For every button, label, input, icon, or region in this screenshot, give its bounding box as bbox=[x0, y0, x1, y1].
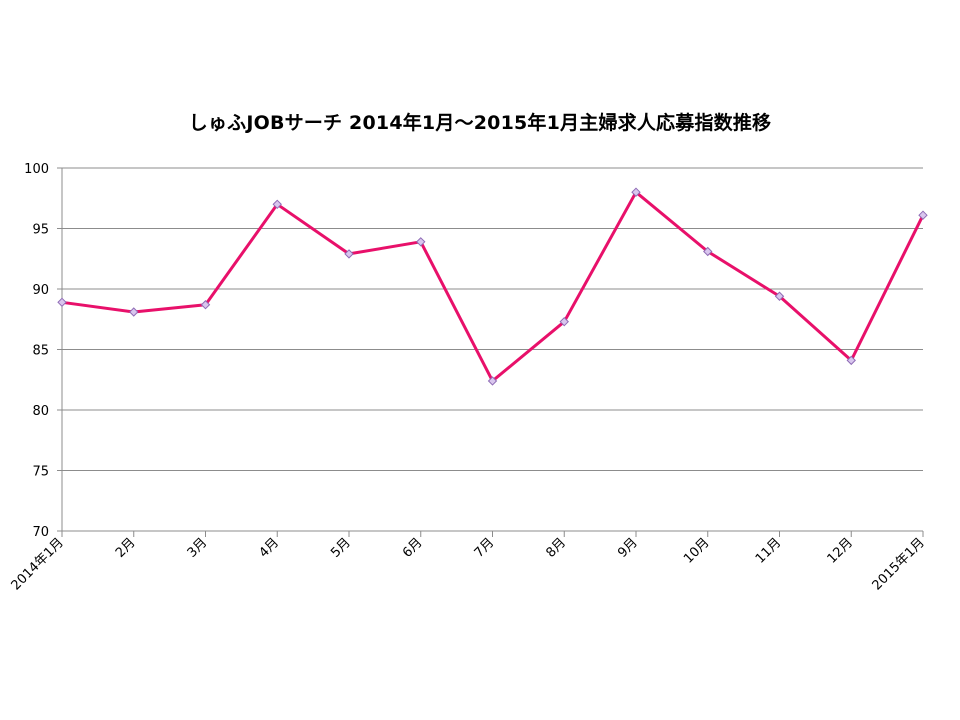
x-tick-label: 2014年1月 bbox=[9, 535, 67, 593]
x-tick-label: 5月 bbox=[328, 535, 354, 561]
y-tick-label: 70 bbox=[32, 525, 49, 540]
series-line bbox=[60, 190, 925, 383]
data-point bbox=[846, 355, 856, 366]
x-tick-label: 7月 bbox=[472, 535, 498, 561]
markers bbox=[57, 187, 928, 386]
data-point bbox=[918, 210, 928, 220]
x-tick-label: 4月 bbox=[256, 535, 282, 561]
y-tick-label: 75 bbox=[32, 465, 49, 480]
series bbox=[60, 190, 925, 383]
data-point bbox=[703, 246, 713, 257]
data-point bbox=[272, 199, 282, 210]
data-point bbox=[129, 307, 139, 317]
data-point bbox=[487, 376, 498, 386]
y-tick-label: 80 bbox=[32, 404, 49, 419]
y-tick-label: 95 bbox=[32, 223, 49, 238]
data-point bbox=[631, 187, 641, 197]
data-point bbox=[774, 291, 785, 301]
chart-title: しゅふJOBサーチ 2014年1月～2015年1月主婦求人応募指数推移 bbox=[188, 112, 772, 134]
y-tick-label: 100 bbox=[24, 162, 49, 177]
x-tick-label: 10月 bbox=[681, 535, 712, 566]
data-point bbox=[344, 249, 354, 259]
x-tick-label: 9月 bbox=[615, 535, 641, 561]
data-point bbox=[200, 300, 211, 310]
x-tick-labels: 2014年1月 2月 3月 4月 5月 6月 7月 8月 9月 10月 11月 12月 2015年1月 bbox=[9, 535, 928, 593]
x-tick-label: 6月 bbox=[400, 535, 426, 561]
x-tick-label: 2月 bbox=[113, 535, 139, 561]
data-point bbox=[416, 237, 426, 247]
y-tick-label: 85 bbox=[32, 344, 49, 359]
x-tick-label: 8月 bbox=[543, 535, 569, 561]
y-tick-labels: 70 75 80 85 90 95 100 bbox=[24, 162, 49, 540]
axes bbox=[57, 167, 924, 537]
x-tick-label: 2015年1月 bbox=[870, 535, 928, 593]
data-point bbox=[57, 297, 67, 308]
gridlines bbox=[62, 167, 923, 471]
x-tick-label: 12月 bbox=[825, 535, 856, 566]
x-tick-label: 3月 bbox=[185, 535, 211, 561]
data-point bbox=[559, 316, 569, 327]
x-tick-label: 11月 bbox=[753, 535, 784, 566]
y-tick-label: 90 bbox=[32, 283, 49, 298]
